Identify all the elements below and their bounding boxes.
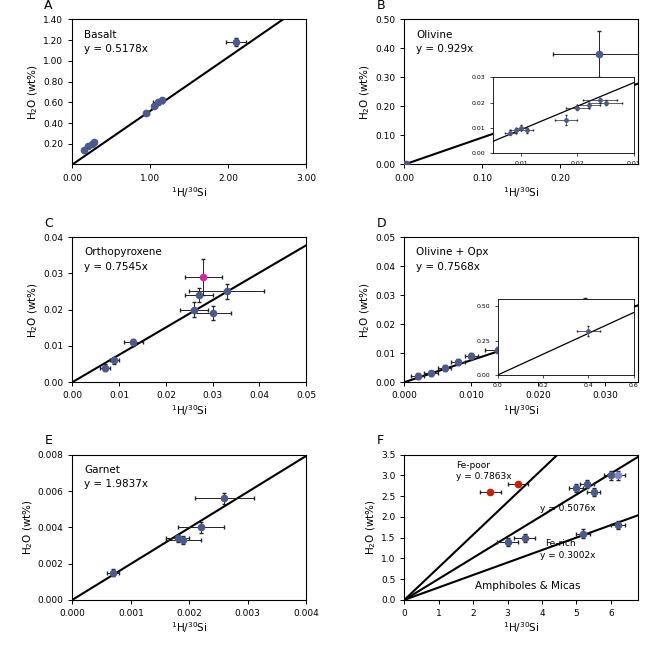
- Text: Orthopyroxene: Orthopyroxene: [84, 247, 162, 257]
- Text: Amphiboles & Micas: Amphiboles & Micas: [474, 581, 580, 591]
- X-axis label: $^1$H/$^{30}$Si: $^1$H/$^{30}$Si: [171, 403, 207, 418]
- Text: F: F: [376, 435, 384, 448]
- Text: y = 0.7863x: y = 0.7863x: [456, 472, 511, 481]
- Y-axis label: H$_2$O (wt%): H$_2$O (wt%): [27, 282, 40, 337]
- Text: Fe-rich: Fe-rich: [545, 539, 575, 548]
- Text: y = 0.5076x: y = 0.5076x: [540, 504, 595, 513]
- Y-axis label: H$_2$O (wt%): H$_2$O (wt%): [359, 282, 372, 337]
- X-axis label: $^1$H/$^{30}$Si: $^1$H/$^{30}$Si: [171, 620, 207, 635]
- X-axis label: $^1$H/$^{30}$Si: $^1$H/$^{30}$Si: [503, 185, 540, 200]
- Text: Fe-poor: Fe-poor: [456, 461, 490, 470]
- Text: y = 0.7545x: y = 0.7545x: [84, 262, 148, 272]
- Text: y = 1.9837x: y = 1.9837x: [84, 479, 148, 490]
- Text: B: B: [376, 0, 385, 12]
- Text: E: E: [44, 435, 52, 448]
- Text: Olivine: Olivine: [416, 30, 453, 39]
- Y-axis label: H$_2$O (wt%): H$_2$O (wt%): [359, 64, 372, 120]
- Text: A: A: [44, 0, 53, 12]
- Text: Garnet: Garnet: [84, 465, 120, 475]
- Text: y = 0.3002x: y = 0.3002x: [540, 551, 595, 559]
- X-axis label: $^1$H/$^{30}$Si: $^1$H/$^{30}$Si: [171, 185, 207, 200]
- Text: D: D: [376, 217, 386, 230]
- Text: y = 0.929x: y = 0.929x: [416, 44, 473, 54]
- Text: y = 0.7568x: y = 0.7568x: [416, 262, 480, 272]
- Y-axis label: H$_2$O (wt%): H$_2$O (wt%): [365, 499, 378, 555]
- X-axis label: $^1$H/$^{30}$Si: $^1$H/$^{30}$Si: [503, 620, 540, 635]
- Text: C: C: [44, 217, 53, 230]
- Y-axis label: H$_2$O (wt%): H$_2$O (wt%): [27, 64, 40, 120]
- X-axis label: $^1$H/$^{30}$Si: $^1$H/$^{30}$Si: [503, 403, 540, 418]
- Y-axis label: H$_2$O (wt%): H$_2$O (wt%): [21, 499, 35, 555]
- Text: Basalt: Basalt: [84, 30, 116, 39]
- Text: Olivine + Opx: Olivine + Opx: [416, 247, 489, 257]
- Text: y = 0.5178x: y = 0.5178x: [84, 44, 148, 54]
